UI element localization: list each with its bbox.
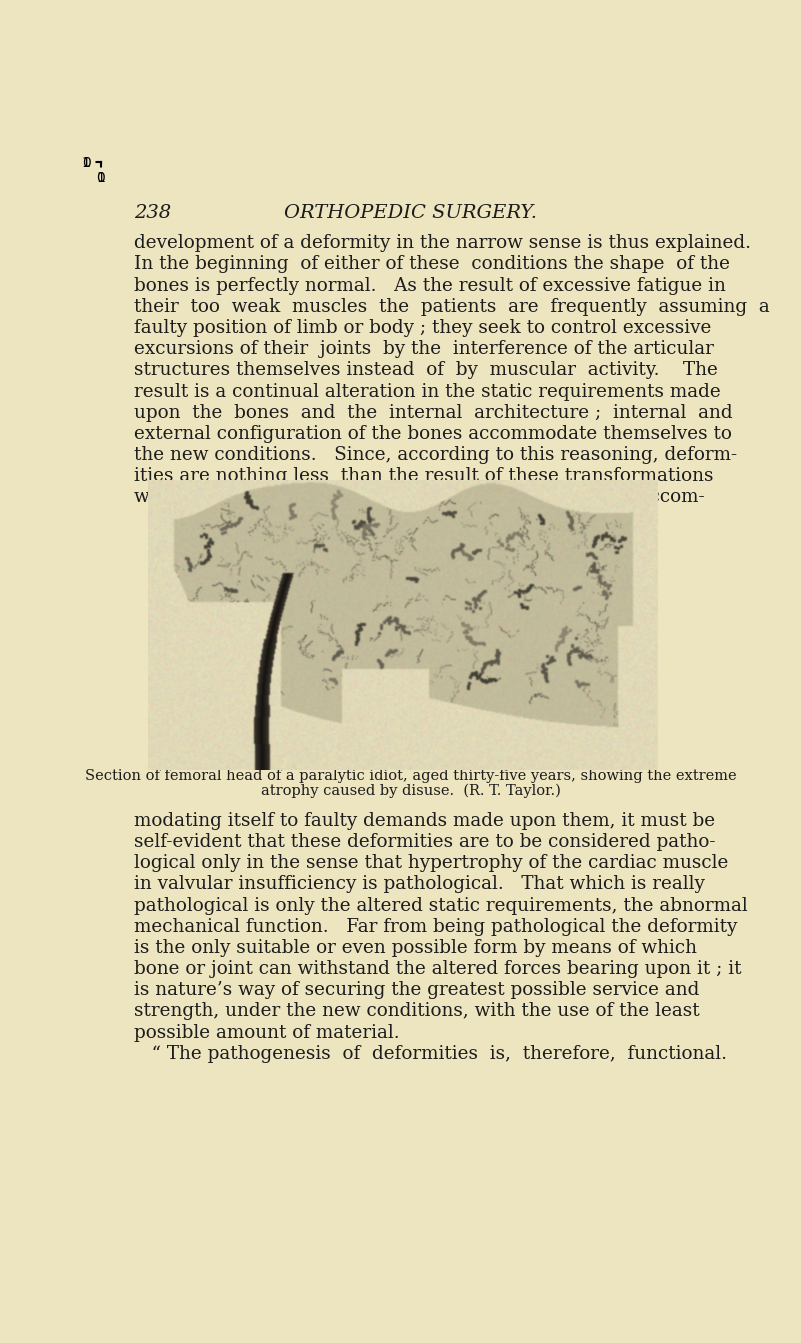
Text: modating itself to faulty demands made upon them, it must be: modating itself to faulty demands made u… — [135, 811, 715, 830]
Text: atrophy caused by disuse.  (R. T. Taylor.): atrophy caused by disuse. (R. T. Taylor.… — [260, 783, 561, 798]
Text: pathological is only the altered static requirements, the abnormal: pathological is only the altered static … — [135, 897, 748, 915]
Text: their  too  weak  muscles  the  patients  are  frequently  assuming  a: their too weak muscles the patients are … — [135, 298, 770, 316]
Text: in valvular insufficiency is pathological.   That which is really: in valvular insufficiency is pathologica… — [135, 876, 705, 893]
Text: logical only in the sense that hypertrophy of the cardiac muscle: logical only in the sense that hypertrop… — [135, 854, 729, 872]
Text: FIG. 158.: FIG. 158. — [374, 512, 447, 526]
Text: ities are nothing less  than the result of these transformations: ities are nothing less than the result o… — [135, 467, 714, 485]
Text: mechanical function.   Far from being pathological the deformity: mechanical function. Far from being path… — [135, 917, 738, 936]
Text: self-evident that these deformities are to be considered patho-: self-evident that these deformities are … — [135, 833, 716, 851]
Text: upon  the  bones  and  the  internal  architecture ;  internal  and: upon the bones and the internal architec… — [135, 404, 733, 422]
Text: the new conditions.   Since, according to this reasoning, deform-: the new conditions. Since, according to … — [135, 446, 738, 465]
Text: is the only suitable or even possible form by means of which: is the only suitable or even possible fo… — [135, 939, 697, 956]
Text: In the beginning  of either of these  conditions the shape  of the: In the beginning of either of these cond… — [135, 255, 731, 274]
Text: bones is perfectly normal.   As the result of excessive fatigue in: bones is perfectly normal. As the result… — [135, 277, 727, 294]
Text: faulty position of limb or body ; they seek to control excessive: faulty position of limb or body ; they s… — [135, 320, 711, 337]
Text: ORTHOPEDIC SURGERY.: ORTHOPEDIC SURGERY. — [284, 204, 537, 222]
Bar — [215, 530, 610, 753]
Text: possible amount of material.: possible amount of material. — [135, 1023, 400, 1042]
Text: which the external form of bones or joints undergo in accom-: which the external form of bones or join… — [135, 489, 705, 506]
Text: structures themselves instead  of  by  muscular  activity.    The: structures themselves instead of by musc… — [135, 361, 718, 379]
Text: result is a continual alteration in the static requirements made: result is a continual alteration in the … — [135, 383, 721, 400]
Text: “ The pathogenesis  of  deformities  is,  therefore,  functional.: “ The pathogenesis of deformities is, th… — [135, 1045, 727, 1062]
Text: Section of femoral head of a paralytic idiot, aged thirty-five years, showing th: Section of femoral head of a paralytic i… — [85, 770, 736, 783]
Text: bone or joint can withstand the altered forces bearing upon it ; it: bone or joint can withstand the altered … — [135, 960, 742, 978]
Text: is nature’s way of securing the greatest possible service and: is nature’s way of securing the greatest… — [135, 982, 699, 999]
Text: 238: 238 — [135, 204, 171, 222]
Text: external configuration of the bones accommodate themselves to: external configuration of the bones acco… — [135, 424, 732, 443]
Text: excursions of their  joints  by the  interference of the articular: excursions of their joints by the interf… — [135, 340, 714, 359]
Text: strength, under the new conditions, with the use of the least: strength, under the new conditions, with… — [135, 1002, 700, 1021]
Text: development of a deformity in the narrow sense is thus explained.: development of a deformity in the narrow… — [135, 234, 751, 252]
